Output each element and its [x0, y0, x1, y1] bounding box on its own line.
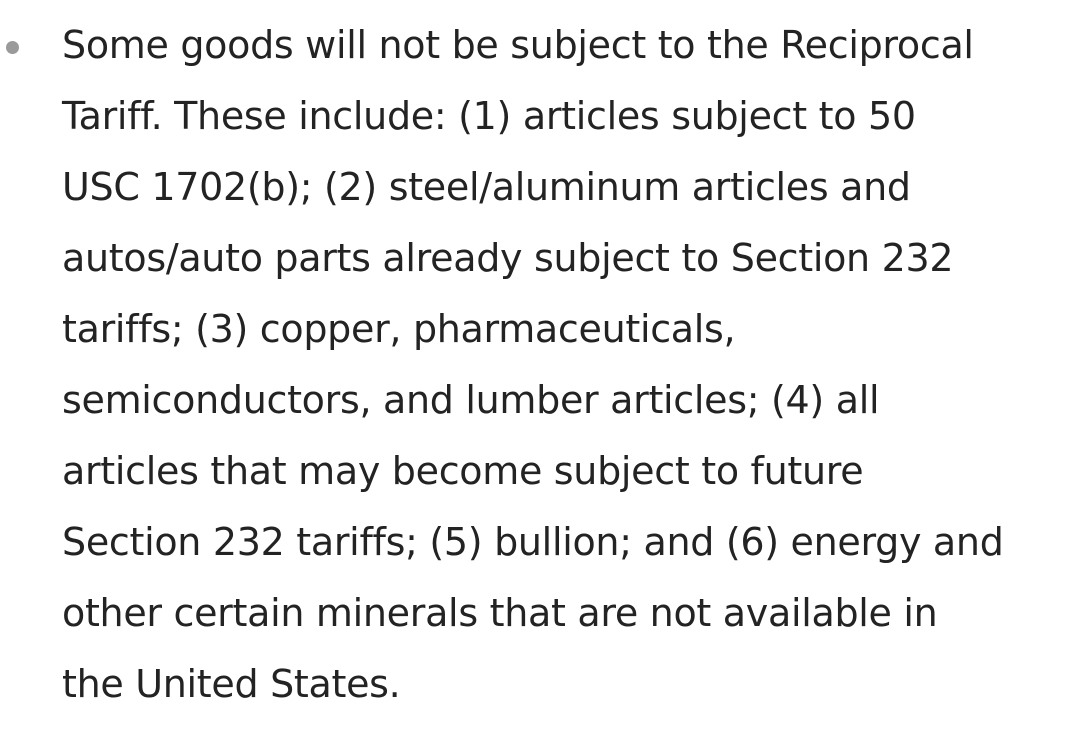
text-line: Some goods will not be subject to the Re… — [62, 23, 974, 67]
text-line: semiconductors, and lumber articles; (4)… — [62, 378, 880, 422]
text-line: articles that may become subject to futu… — [62, 449, 864, 493]
text-line: tariffs; (3) copper, pharmaceuticals, — [62, 307, 736, 351]
text-line: autos/auto parts already subject to Sect… — [62, 236, 954, 280]
text-line: Section 232 tariffs; (5) bullion; and (6… — [62, 520, 1004, 564]
bullet-dot — [6, 41, 19, 54]
text-line: USC 1702(b); (2) steel/aluminum articles… — [62, 165, 911, 209]
bullet-text: Some goods will not be subject to the Re… — [62, 10, 1077, 720]
text-line: the United States. — [62, 662, 401, 706]
text-line: other certain minerals that are not avai… — [62, 591, 938, 635]
text-line: Tariff. These include: (1) articles subj… — [62, 94, 916, 138]
